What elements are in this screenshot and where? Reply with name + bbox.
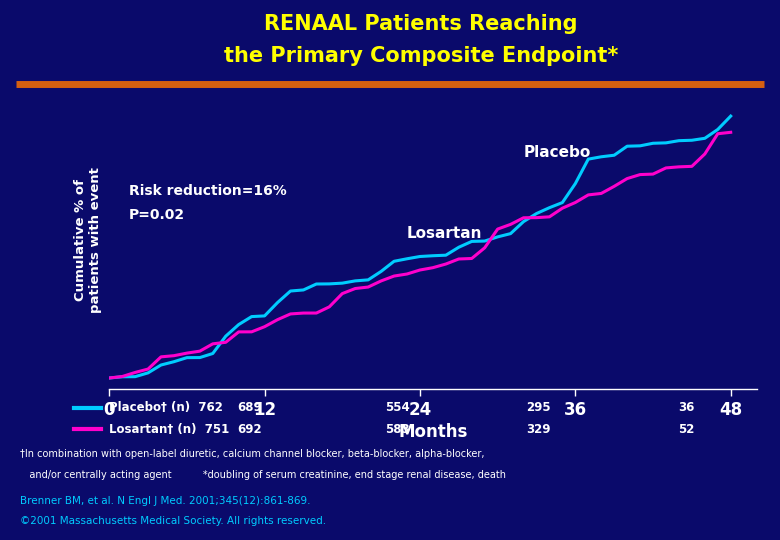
- Text: 554: 554: [385, 401, 410, 414]
- Y-axis label: Cumulative % of
patients with event: Cumulative % of patients with event: [74, 167, 102, 313]
- Text: Losartan† (n)  751: Losartan† (n) 751: [109, 423, 229, 436]
- Text: Risk reduction=16%: Risk reduction=16%: [129, 184, 286, 198]
- Text: and/or centrally acting agent          *doubling of serum creatinine, end stage : and/or centrally acting agent *doubling …: [20, 470, 505, 480]
- Text: 36: 36: [679, 401, 694, 414]
- Text: 295: 295: [526, 401, 551, 414]
- X-axis label: Months: Months: [399, 423, 467, 441]
- Text: 689: 689: [237, 401, 262, 414]
- Text: Losartan: Losartan: [407, 226, 483, 241]
- Text: †In combination with open-label diuretic, calcium channel blocker, beta-blocker,: †In combination with open-label diuretic…: [20, 449, 484, 458]
- Text: the Primary Composite Endpoint*: the Primary Composite Endpoint*: [224, 46, 619, 66]
- Text: 52: 52: [679, 423, 694, 436]
- Text: Brenner BM, et al. N Engl J Med. 2001;345(12):861-869.: Brenner BM, et al. N Engl J Med. 2001;34…: [20, 496, 310, 506]
- Text: 329: 329: [526, 423, 551, 436]
- Text: 692: 692: [237, 423, 262, 436]
- Text: RENAAL Patients Reaching: RENAAL Patients Reaching: [264, 14, 578, 33]
- Text: P=0.02: P=0.02: [129, 208, 185, 222]
- Text: ©2001 Massachusetts Medical Society. All rights reserved.: ©2001 Massachusetts Medical Society. All…: [20, 516, 325, 526]
- Text: Placebo: Placebo: [523, 145, 590, 160]
- Text: 583: 583: [385, 423, 410, 436]
- Text: Placebo† (n)  762: Placebo† (n) 762: [109, 401, 223, 414]
